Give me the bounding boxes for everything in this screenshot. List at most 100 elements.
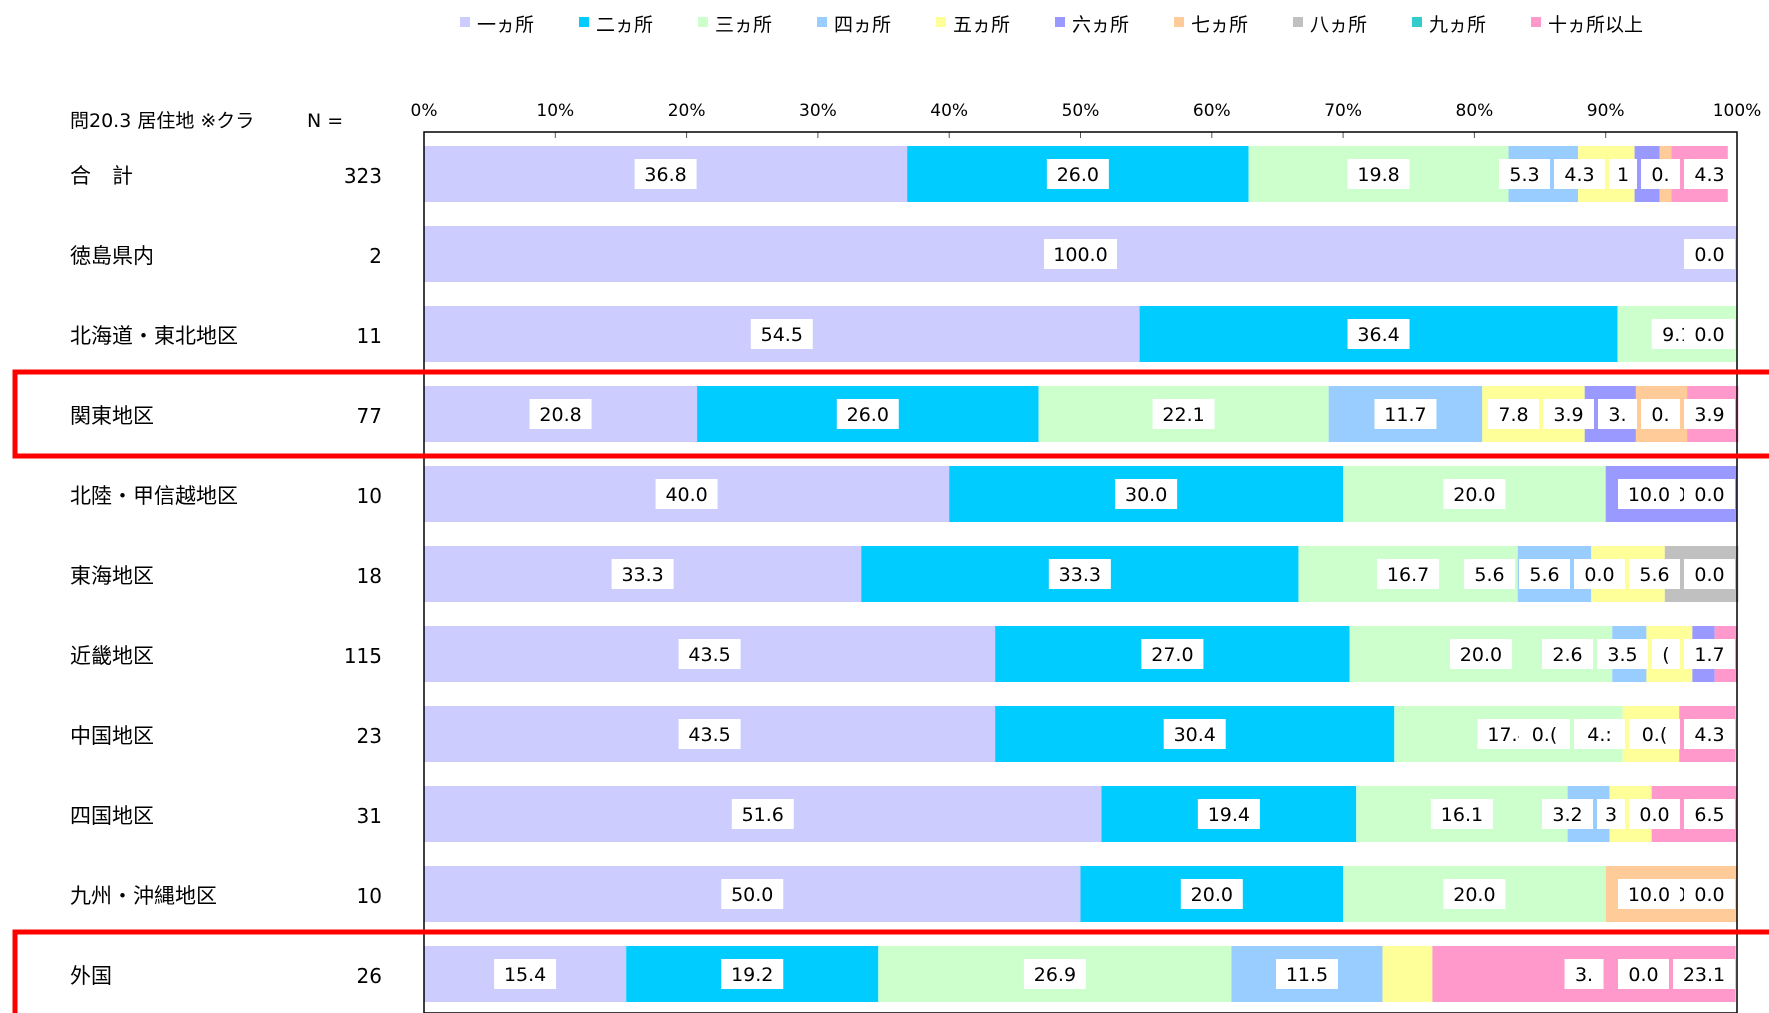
data-label: 3.2 [1552,804,1582,826]
data-label-bg [1449,639,1512,669]
data-label: 0.0 [1694,244,1724,266]
data-label-bg [1443,879,1506,909]
legend-label: 十ヵ所以上 [1548,14,1643,36]
data-label: 1.7 [1694,644,1724,666]
data-label-bg [494,959,557,989]
bar-row: 近畿地区 115 43.5 27.0 20.0 2.6 3.5 (1.7 [70,626,1737,682]
data-label-bg [1564,959,1604,989]
n-value: 10 [357,884,382,908]
n-value: 11 [357,324,382,348]
legend-label: 二ヵ所 [596,14,653,36]
category-label: 関東地区 [70,404,154,428]
data-label: 20.0 [1460,644,1502,666]
n-header: N = [307,110,343,132]
data-label: 15.4 [504,964,546,986]
data-label: 43.5 [688,644,730,666]
data-label: 4.3 [1564,164,1594,186]
data-label: 0.0 [1694,564,1724,586]
legend-item: 六ヵ所 [1055,14,1129,36]
data-label-bg [1597,799,1625,829]
highlight-box [12,929,1769,1013]
data-label: 4.3 [1694,164,1724,186]
data-label-bg [1152,399,1215,429]
legend-label: 九ヵ所 [1429,14,1486,36]
data-label-bg [1464,559,1515,589]
legend-label: 八ヵ所 [1310,14,1367,36]
data-label-bg [1519,559,1570,589]
data-label: 33.3 [1059,564,1101,586]
data-label-bg [1180,879,1243,909]
data-label: 3 [1605,804,1617,826]
data-label: 0.0 [1694,324,1724,346]
data-label-bg [1684,399,1735,429]
data-label-bg [1430,799,1493,829]
legend-item: 十ヵ所以上 [1531,14,1643,36]
data-label: 23.1 [1683,964,1725,986]
data-label: 4.: [1587,724,1612,746]
data-label-bg [1048,559,1111,589]
data-label: 6.5 [1694,804,1724,826]
data-label: 20.0 [1453,884,1495,906]
legend-swatch [1412,17,1422,27]
data-label: 20.0 [1453,484,1495,506]
data-label-bg [1044,239,1117,269]
data-label: 0.0 [1628,964,1658,986]
data-label: 0.0 [1639,804,1669,826]
n-value: 23 [357,724,382,748]
legend-swatch [698,17,708,27]
legend-swatch [1531,17,1541,27]
category-label: 中国地区 [70,724,154,748]
data-label: 50.0 [731,884,773,906]
bar-row: 東海地区 18 33.3 33.3 16.7 5.6 5.6 0.0 5.6 0.0 [70,546,1739,602]
tick-label: 70% [1324,101,1362,121]
data-label: 22.1 [1162,404,1204,426]
data-label-bg [1597,639,1648,669]
data-label: 19.2 [731,964,773,986]
data-label: 11.7 [1384,404,1426,426]
n-value: 26 [357,964,382,988]
bar-row: 外国 26 15.4 19.2 26.9 11.5 3. 0.0 23.1 [70,946,1736,1002]
data-label-bg [1275,959,1338,989]
data-label-bg [1618,959,1669,989]
n-value: 2 [369,244,382,268]
data-label-bg [678,639,741,669]
legend-swatch [460,17,470,27]
legend-label: 四ヵ所 [834,14,891,36]
data-label-bg [1377,559,1440,589]
data-label: 2.6 [1552,644,1582,666]
data-label: 0. [1651,404,1669,426]
data-label-bg [1347,319,1410,349]
data-label-bg [1488,399,1539,429]
category-label: 九州・沖縄地区 [70,884,217,908]
data-label-bg [1163,719,1226,749]
data-label: 20.0 [1191,884,1233,906]
bar-row: 関東地区 77 20.8 26.0 22.1 11.7 7.8 3.9 3. 0. 3.9 [70,386,1739,442]
data-label: 43.5 [688,724,730,746]
data-label-bg [721,959,784,989]
n-value: 31 [357,804,382,828]
category-label: 外国 [70,964,112,988]
data-label-bg [1374,399,1437,429]
data-label: 0. [1651,164,1669,186]
legend-swatch [817,17,827,27]
data-label: 16.7 [1387,564,1429,586]
data-label-bg [1652,639,1680,669]
n-value: 77 [357,404,382,428]
bar-segment [1382,946,1433,1002]
n-value: 18 [357,564,382,588]
data-label: 0.0 [1694,484,1724,506]
data-label-bg [1609,159,1637,189]
tick-label: 0% [411,101,438,121]
category-label: 北海道・東北地区 [70,324,238,348]
bar-row: 徳島県内 2 100.0 0.0 [70,226,1737,282]
legend-swatch [1055,17,1065,27]
n-value: 323 [344,164,382,188]
bar-row: 中国地区 23 43.5 30.4 17.4 0.(4.: 0.(4.3 [70,706,1736,762]
data-label: 3. [1575,964,1593,986]
data-label: 3.9 [1694,404,1724,426]
legend-item: 二ヵ所 [579,14,653,36]
data-label: 5.6 [1474,564,1504,586]
plot-frame [423,131,1738,1013]
legend-label: 三ヵ所 [715,14,772,36]
category-label: 近畿地区 [70,644,154,668]
